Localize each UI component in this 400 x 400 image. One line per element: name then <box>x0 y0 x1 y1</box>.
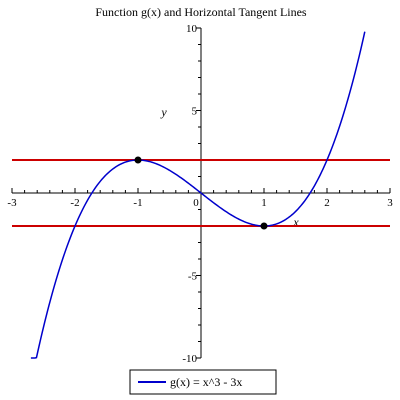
x-tick-labels: -3 -2 -1 0 1 2 3 <box>7 197 393 209</box>
y-axis-label: y <box>160 105 167 119</box>
y-tick-label: 5 <box>192 106 198 118</box>
x-tick-label: 0 <box>193 197 199 209</box>
x-tick-label: 3 <box>387 197 393 209</box>
tangent-point <box>135 157 142 164</box>
legend: g(x) = x^3 - 3x <box>130 370 276 394</box>
chart-title: Function g(x) and Horizontal Tangent Lin… <box>95 5 307 19</box>
x-tick-label: -1 <box>133 197 142 209</box>
y-tick-label: -5 <box>188 271 198 283</box>
x-tick-label: -3 <box>7 197 17 209</box>
series-layer <box>31 32 365 358</box>
y-tick-labels: 10 5 -5 -10 <box>182 23 197 365</box>
y-tick-label: -10 <box>182 353 197 365</box>
y-tick-label: 10 <box>186 23 198 35</box>
tangent-point <box>261 223 268 230</box>
x-tick-label: 2 <box>324 197 330 209</box>
x-tick-label: 1 <box>261 197 267 209</box>
series-line <box>31 32 365 358</box>
legend-label: g(x) = x^3 - 3x <box>170 375 242 389</box>
x-tick-label: -2 <box>70 197 79 209</box>
